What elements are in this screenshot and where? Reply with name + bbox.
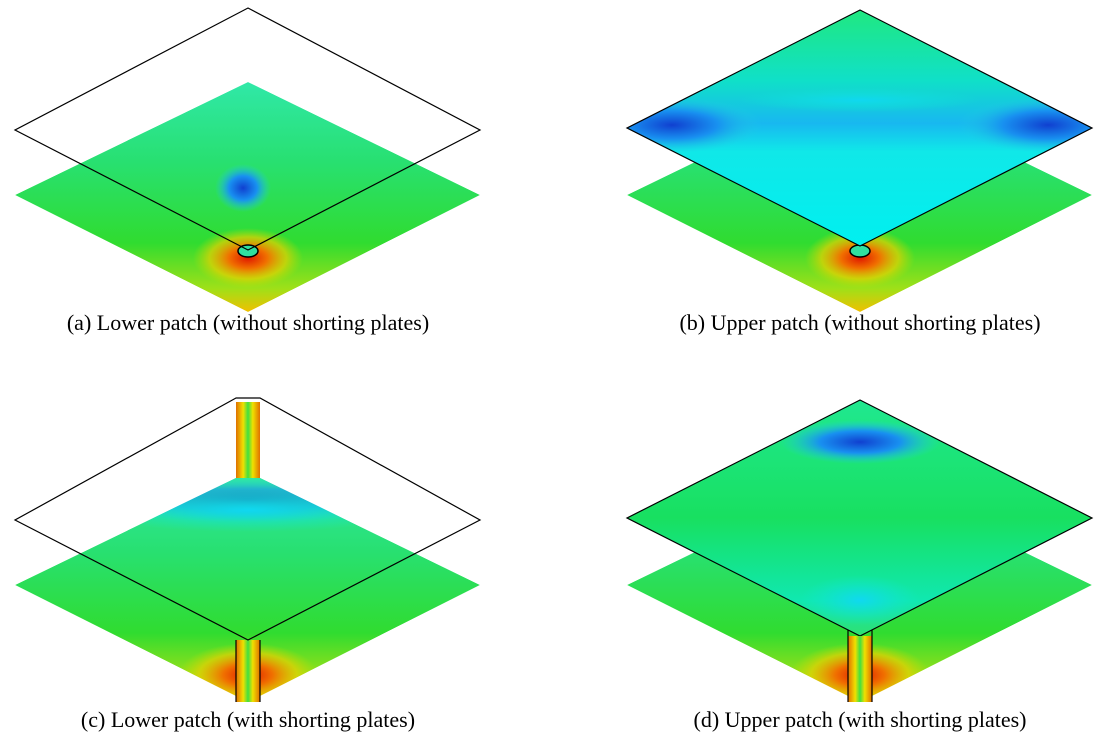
panel-b: [582, 10, 1111, 312]
caption: (c) Lower patch (with shorting plates): [81, 707, 415, 732]
caption: (d) Upper patch (with shorting plates): [694, 707, 1027, 732]
panel-d: [627, 400, 1092, 707]
panel-c: [15, 398, 480, 707]
caption: (a) Lower patch (without shorting plates…: [67, 310, 429, 335]
panel-a: [15, 8, 480, 312]
figure: (a) Lower patch (without shorting plates…: [0, 0, 1111, 756]
caption: (b) Upper patch (without shorting plates…: [679, 310, 1040, 335]
